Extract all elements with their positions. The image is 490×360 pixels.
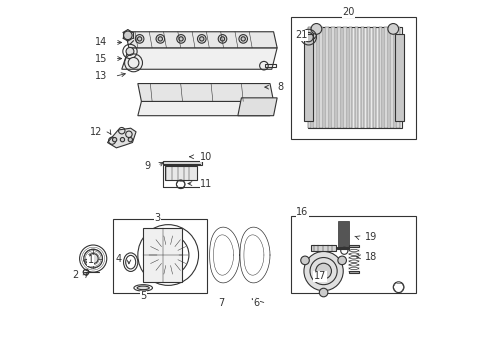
Circle shape [316, 263, 331, 279]
Bar [349, 271, 359, 273]
Bar [378, 27, 382, 128]
Circle shape [88, 253, 98, 264]
Bar [361, 27, 364, 128]
Circle shape [197, 35, 206, 43]
Circle shape [220, 37, 224, 41]
Circle shape [123, 31, 132, 40]
Text: 16: 16 [296, 207, 308, 217]
Circle shape [156, 35, 165, 43]
Text: 5: 5 [140, 291, 147, 301]
Bar [311, 245, 336, 251]
Polygon shape [238, 98, 277, 116]
Bar [385, 27, 388, 128]
Bar [319, 27, 323, 128]
Bar [349, 27, 352, 128]
Text: 13: 13 [95, 71, 107, 81]
Circle shape [218, 35, 227, 43]
Circle shape [121, 138, 124, 142]
Polygon shape [107, 128, 136, 148]
Text: 1: 1 [88, 255, 94, 265]
Circle shape [177, 35, 185, 43]
Text: 20: 20 [343, 7, 355, 17]
Bar [292, 216, 416, 293]
Bar [349, 246, 359, 247]
Circle shape [311, 23, 322, 34]
Bar [331, 27, 335, 128]
Bar [396, 27, 400, 128]
Polygon shape [138, 84, 273, 102]
Text: 19: 19 [365, 232, 377, 242]
Bar [304, 34, 313, 121]
Circle shape [160, 247, 176, 263]
Bar [314, 27, 317, 128]
Circle shape [304, 251, 343, 291]
Circle shape [128, 138, 132, 142]
Circle shape [301, 256, 309, 265]
Circle shape [128, 58, 139, 68]
Bar [355, 27, 358, 128]
Circle shape [158, 37, 163, 41]
Bar [163, 161, 202, 165]
Circle shape [138, 37, 142, 41]
Circle shape [239, 35, 247, 43]
Bar [391, 27, 394, 128]
Circle shape [241, 37, 245, 41]
Text: 6: 6 [253, 298, 259, 308]
Circle shape [135, 35, 144, 43]
Bar [308, 27, 402, 128]
Bar [265, 64, 276, 67]
Bar [372, 27, 376, 128]
Bar [292, 18, 416, 139]
Circle shape [179, 37, 183, 41]
Bar [308, 27, 311, 128]
Text: 9: 9 [144, 161, 150, 171]
Text: 14: 14 [95, 37, 107, 48]
Circle shape [126, 48, 134, 55]
Text: 3: 3 [154, 212, 161, 222]
Bar [113, 219, 207, 293]
Text: 21: 21 [295, 30, 308, 40]
Bar [343, 27, 346, 128]
Ellipse shape [137, 286, 149, 290]
Text: 15: 15 [95, 54, 107, 64]
Text: 7: 7 [219, 298, 225, 308]
Text: 11: 11 [200, 179, 213, 189]
Bar [337, 27, 341, 128]
Text: 4: 4 [116, 253, 122, 264]
Polygon shape [138, 102, 273, 116]
Text: 10: 10 [200, 152, 213, 162]
Bar [337, 247, 349, 249]
Circle shape [338, 256, 346, 265]
Text: 18: 18 [365, 252, 377, 262]
Circle shape [113, 138, 117, 142]
Circle shape [388, 23, 398, 34]
Bar [338, 221, 348, 248]
Polygon shape [122, 48, 277, 69]
Bar [367, 27, 370, 128]
Circle shape [199, 37, 204, 41]
Bar [325, 27, 329, 128]
Bar [165, 166, 197, 180]
Bar [143, 228, 182, 282]
Circle shape [319, 288, 328, 297]
Text: 2: 2 [73, 270, 79, 280]
Text: 12: 12 [90, 127, 102, 137]
Text: 8: 8 [277, 82, 283, 92]
Bar [395, 34, 404, 121]
Polygon shape [125, 32, 277, 48]
Text: 17: 17 [314, 271, 326, 282]
